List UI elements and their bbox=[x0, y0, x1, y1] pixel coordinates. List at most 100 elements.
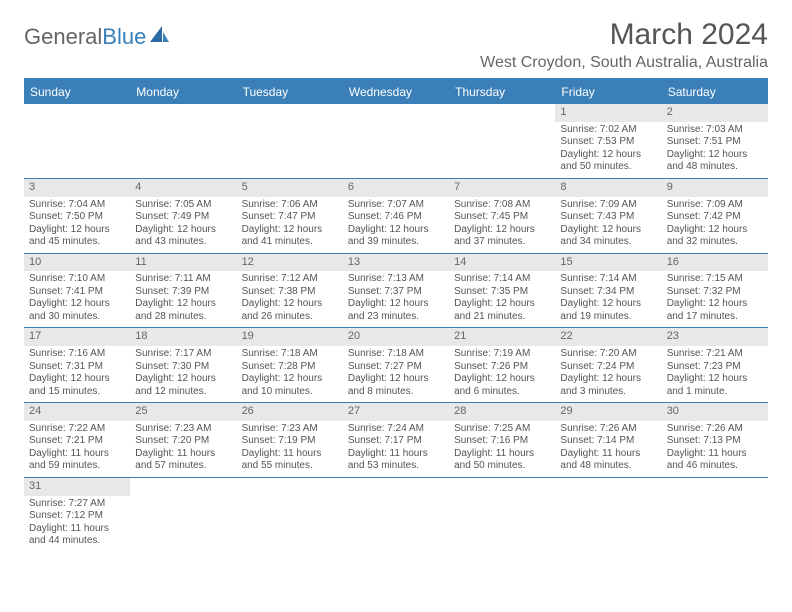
logo: GeneralBlue bbox=[24, 24, 170, 50]
week-row: 10Sunrise: 7:10 AMSunset: 7:41 PMDayligh… bbox=[24, 254, 768, 329]
day-cell: 17Sunrise: 7:16 AMSunset: 7:31 PMDayligh… bbox=[24, 328, 130, 402]
daylight-text: Daylight: 12 hours and 39 minutes. bbox=[348, 224, 444, 249]
day-number: 18 bbox=[130, 328, 236, 346]
sunrise-text: Sunrise: 7:02 AM bbox=[560, 124, 656, 137]
daylight-text: Daylight: 12 hours and 6 minutes. bbox=[454, 373, 550, 398]
day-number: 20 bbox=[343, 328, 449, 346]
daylight-text: Daylight: 12 hours and 48 minutes. bbox=[667, 149, 763, 174]
title-block: March 2024 West Croydon, South Australia… bbox=[480, 18, 768, 72]
week-row: 24Sunrise: 7:22 AMSunset: 7:21 PMDayligh… bbox=[24, 403, 768, 478]
day-cell: 6Sunrise: 7:07 AMSunset: 7:46 PMDaylight… bbox=[343, 179, 449, 253]
day-body: Sunrise: 7:23 AMSunset: 7:19 PMDaylight:… bbox=[237, 421, 343, 477]
day-body: Sunrise: 7:21 AMSunset: 7:23 PMDaylight:… bbox=[662, 346, 768, 402]
day-number: 26 bbox=[237, 403, 343, 421]
daylight-text: Daylight: 12 hours and 43 minutes. bbox=[135, 224, 231, 249]
sunset-text: Sunset: 7:46 PM bbox=[348, 211, 444, 224]
day-body: Sunrise: 7:06 AMSunset: 7:47 PMDaylight:… bbox=[237, 197, 343, 253]
day-body: Sunrise: 7:08 AMSunset: 7:45 PMDaylight:… bbox=[449, 197, 555, 253]
daylight-text: Daylight: 11 hours and 53 minutes. bbox=[348, 448, 444, 473]
sunset-text: Sunset: 7:51 PM bbox=[667, 136, 763, 149]
header: GeneralBlue March 2024 West Croydon, Sou… bbox=[24, 18, 768, 72]
sunrise-text: Sunrise: 7:06 AM bbox=[242, 199, 338, 212]
day-number: 5 bbox=[237, 179, 343, 197]
sunrise-text: Sunrise: 7:05 AM bbox=[135, 199, 231, 212]
day-number: 12 bbox=[237, 254, 343, 272]
day-body: Sunrise: 7:12 AMSunset: 7:38 PMDaylight:… bbox=[237, 271, 343, 327]
daylight-text: Daylight: 12 hours and 17 minutes. bbox=[667, 298, 763, 323]
day-cell: 8Sunrise: 7:09 AMSunset: 7:43 PMDaylight… bbox=[555, 179, 661, 253]
logo-text-general: General bbox=[24, 24, 102, 50]
day-cell bbox=[449, 104, 555, 178]
day-number: 8 bbox=[555, 179, 661, 197]
day-cell bbox=[237, 478, 343, 552]
daylight-text: Daylight: 12 hours and 28 minutes. bbox=[135, 298, 231, 323]
sunset-text: Sunset: 7:28 PM bbox=[242, 361, 338, 374]
day-body: Sunrise: 7:26 AMSunset: 7:14 PMDaylight:… bbox=[555, 421, 661, 477]
daylight-text: Daylight: 12 hours and 19 minutes. bbox=[560, 298, 656, 323]
day-number: 25 bbox=[130, 403, 236, 421]
sunset-text: Sunset: 7:24 PM bbox=[560, 361, 656, 374]
sunset-text: Sunset: 7:37 PM bbox=[348, 286, 444, 299]
sunrise-text: Sunrise: 7:25 AM bbox=[454, 423, 550, 436]
day-number: 31 bbox=[24, 478, 130, 496]
week-row: 1Sunrise: 7:02 AMSunset: 7:53 PMDaylight… bbox=[24, 104, 768, 179]
sunrise-text: Sunrise: 7:04 AM bbox=[29, 199, 125, 212]
day-cell: 25Sunrise: 7:23 AMSunset: 7:20 PMDayligh… bbox=[130, 403, 236, 477]
sunset-text: Sunset: 7:12 PM bbox=[29, 510, 125, 523]
day-body: Sunrise: 7:16 AMSunset: 7:31 PMDaylight:… bbox=[24, 346, 130, 402]
sunset-text: Sunset: 7:17 PM bbox=[348, 435, 444, 448]
day-number: 11 bbox=[130, 254, 236, 272]
day-body: Sunrise: 7:03 AMSunset: 7:51 PMDaylight:… bbox=[662, 122, 768, 178]
sunrise-text: Sunrise: 7:17 AM bbox=[135, 348, 231, 361]
day-body: Sunrise: 7:20 AMSunset: 7:24 PMDaylight:… bbox=[555, 346, 661, 402]
daylight-text: Daylight: 11 hours and 48 minutes. bbox=[560, 448, 656, 473]
day-cell: 24Sunrise: 7:22 AMSunset: 7:21 PMDayligh… bbox=[24, 403, 130, 477]
day-cell: 7Sunrise: 7:08 AMSunset: 7:45 PMDaylight… bbox=[449, 179, 555, 253]
day-number: 10 bbox=[24, 254, 130, 272]
day-cell: 28Sunrise: 7:25 AMSunset: 7:16 PMDayligh… bbox=[449, 403, 555, 477]
day-number: 28 bbox=[449, 403, 555, 421]
sunset-text: Sunset: 7:19 PM bbox=[242, 435, 338, 448]
day-cell: 19Sunrise: 7:18 AMSunset: 7:28 PMDayligh… bbox=[237, 328, 343, 402]
day-body: Sunrise: 7:19 AMSunset: 7:26 PMDaylight:… bbox=[449, 346, 555, 402]
day-body: Sunrise: 7:14 AMSunset: 7:34 PMDaylight:… bbox=[555, 271, 661, 327]
sunrise-text: Sunrise: 7:27 AM bbox=[29, 498, 125, 511]
day-number: 13 bbox=[343, 254, 449, 272]
sunrise-text: Sunrise: 7:26 AM bbox=[560, 423, 656, 436]
week-row: 31Sunrise: 7:27 AMSunset: 7:12 PMDayligh… bbox=[24, 478, 768, 552]
sunrise-text: Sunrise: 7:14 AM bbox=[560, 273, 656, 286]
daylight-text: Daylight: 12 hours and 3 minutes. bbox=[560, 373, 656, 398]
day-body: Sunrise: 7:24 AMSunset: 7:17 PMDaylight:… bbox=[343, 421, 449, 477]
day-cell: 10Sunrise: 7:10 AMSunset: 7:41 PMDayligh… bbox=[24, 254, 130, 328]
day-body: Sunrise: 7:11 AMSunset: 7:39 PMDaylight:… bbox=[130, 271, 236, 327]
daylight-text: Daylight: 11 hours and 46 minutes. bbox=[667, 448, 763, 473]
sunset-text: Sunset: 7:49 PM bbox=[135, 211, 231, 224]
day-header: Monday bbox=[130, 80, 236, 104]
daylight-text: Daylight: 12 hours and 1 minute. bbox=[667, 373, 763, 398]
day-body: Sunrise: 7:02 AMSunset: 7:53 PMDaylight:… bbox=[555, 122, 661, 178]
day-body: Sunrise: 7:26 AMSunset: 7:13 PMDaylight:… bbox=[662, 421, 768, 477]
sunset-text: Sunset: 7:30 PM bbox=[135, 361, 231, 374]
day-header: Sunday bbox=[24, 80, 130, 104]
sail-icon bbox=[148, 24, 170, 50]
sunrise-text: Sunrise: 7:24 AM bbox=[348, 423, 444, 436]
sunrise-text: Sunrise: 7:23 AM bbox=[135, 423, 231, 436]
sunset-text: Sunset: 7:34 PM bbox=[560, 286, 656, 299]
sunrise-text: Sunrise: 7:18 AM bbox=[348, 348, 444, 361]
day-number: 9 bbox=[662, 179, 768, 197]
day-cell: 20Sunrise: 7:18 AMSunset: 7:27 PMDayligh… bbox=[343, 328, 449, 402]
day-body: Sunrise: 7:25 AMSunset: 7:16 PMDaylight:… bbox=[449, 421, 555, 477]
day-number: 6 bbox=[343, 179, 449, 197]
day-number: 30 bbox=[662, 403, 768, 421]
day-cell bbox=[662, 478, 768, 552]
day-number: 23 bbox=[662, 328, 768, 346]
day-cell bbox=[343, 478, 449, 552]
day-number: 24 bbox=[24, 403, 130, 421]
day-cell: 21Sunrise: 7:19 AMSunset: 7:26 PMDayligh… bbox=[449, 328, 555, 402]
week-row: 3Sunrise: 7:04 AMSunset: 7:50 PMDaylight… bbox=[24, 179, 768, 254]
day-cell: 13Sunrise: 7:13 AMSunset: 7:37 PMDayligh… bbox=[343, 254, 449, 328]
day-cell: 15Sunrise: 7:14 AMSunset: 7:34 PMDayligh… bbox=[555, 254, 661, 328]
day-cell bbox=[555, 478, 661, 552]
daylight-text: Daylight: 12 hours and 12 minutes. bbox=[135, 373, 231, 398]
day-cell: 26Sunrise: 7:23 AMSunset: 7:19 PMDayligh… bbox=[237, 403, 343, 477]
